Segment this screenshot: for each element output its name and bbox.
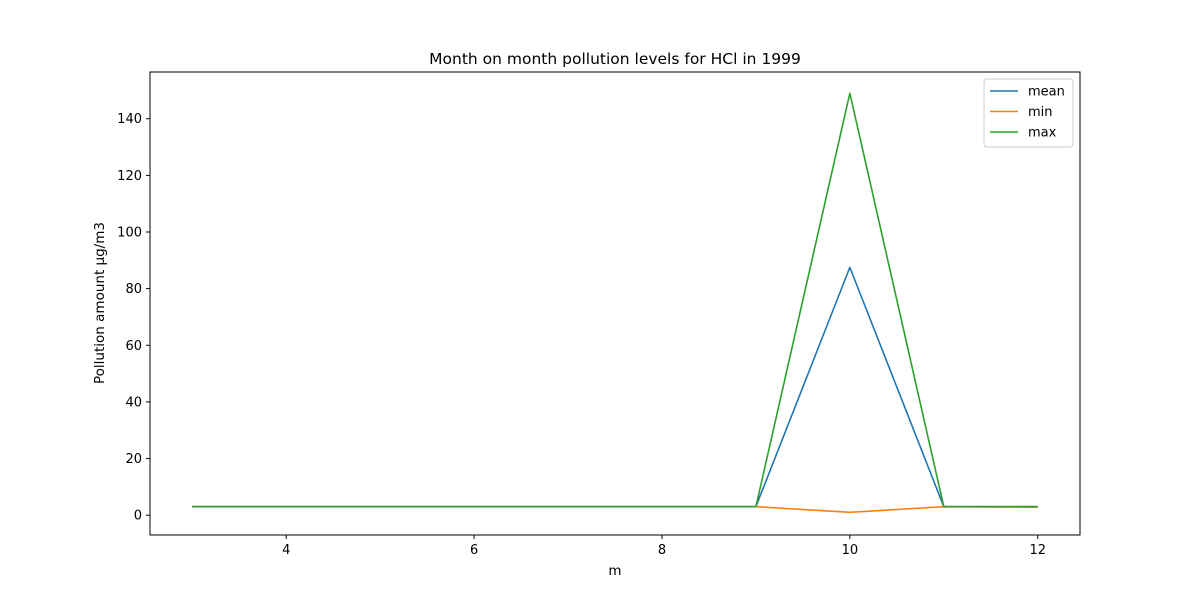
legend-label-max: max <box>1028 126 1057 141</box>
x-tick-label: 4 <box>282 543 290 558</box>
legend-box <box>983 78 1074 148</box>
x-axis-ticks: 4 6 8 10 12 <box>282 535 1046 558</box>
legend: mean min max <box>983 78 1074 148</box>
series-line-min <box>192 505 1038 514</box>
y-tick-label: 100 <box>117 225 142 240</box>
legend-label-min: min <box>1028 105 1053 120</box>
x-tick-label: 10 <box>842 543 859 558</box>
y-axis-ticks: 0 20 40 60 80 100 120 140 <box>117 112 150 524</box>
chart-title: Month on month pollution levels for HCl … <box>429 50 801 68</box>
y-tick-label: 40 <box>125 395 142 410</box>
y-axis-label: Pollution amount µg/m3 <box>92 222 108 384</box>
x-tick-label: 12 <box>1029 543 1046 558</box>
legend-label-mean: mean <box>1028 85 1065 100</box>
series-layer <box>192 92 1038 514</box>
x-tick-label: 8 <box>658 543 666 558</box>
y-tick-label: 140 <box>117 112 142 127</box>
x-axis-label: m <box>608 563 621 579</box>
y-tick-label: 20 <box>125 452 142 467</box>
y-tick-label: 60 <box>125 339 142 354</box>
x-tick-label: 6 <box>470 543 478 558</box>
y-tick-label: 0 <box>134 509 142 524</box>
y-tick-label: 120 <box>117 169 142 184</box>
plot-frame <box>149 71 1081 536</box>
series-line-mean <box>192 266 1038 508</box>
series-line-max <box>192 92 1038 508</box>
y-tick-label: 80 <box>125 282 142 297</box>
